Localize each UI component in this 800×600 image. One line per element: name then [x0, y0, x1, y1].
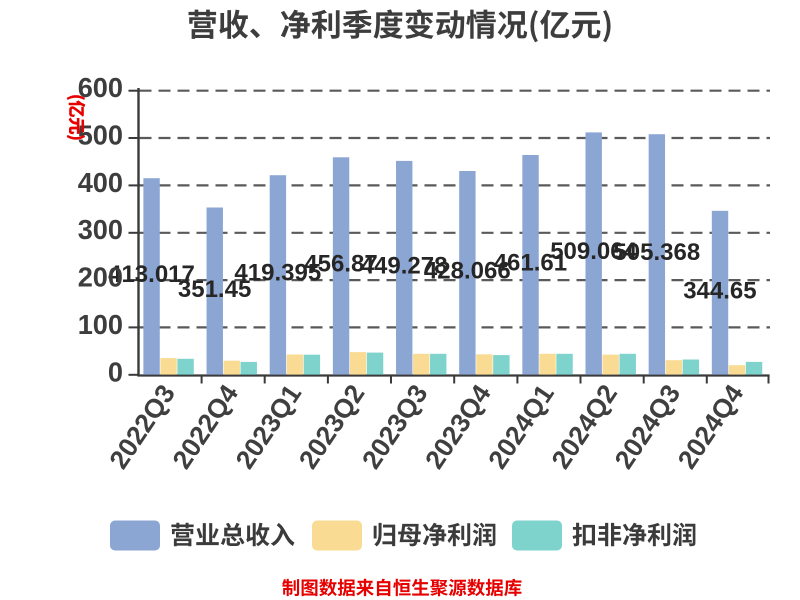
svg-text:449.278: 449.278 — [361, 253, 448, 280]
svg-text:300: 300 — [78, 214, 123, 245]
svg-text:200: 200 — [78, 261, 123, 292]
svg-text:351.45: 351.45 — [178, 276, 251, 303]
svg-text:600: 600 — [78, 72, 123, 103]
svg-text:0: 0 — [108, 356, 123, 387]
svg-text:500: 500 — [78, 119, 123, 150]
svg-text:413.017: 413.017 — [108, 261, 195, 288]
svg-text:344.65: 344.65 — [683, 277, 756, 304]
svg-text:456.87: 456.87 — [304, 251, 377, 278]
svg-text:509.064: 509.064 — [550, 238, 637, 265]
svg-text:400: 400 — [78, 167, 123, 198]
svg-text:419.395: 419.395 — [234, 260, 321, 287]
svg-text:100: 100 — [78, 309, 123, 340]
svg-text:461.61: 461.61 — [494, 250, 567, 277]
svg-text:505.368: 505.368 — [613, 239, 700, 266]
svg-text:428.066: 428.066 — [424, 258, 511, 285]
